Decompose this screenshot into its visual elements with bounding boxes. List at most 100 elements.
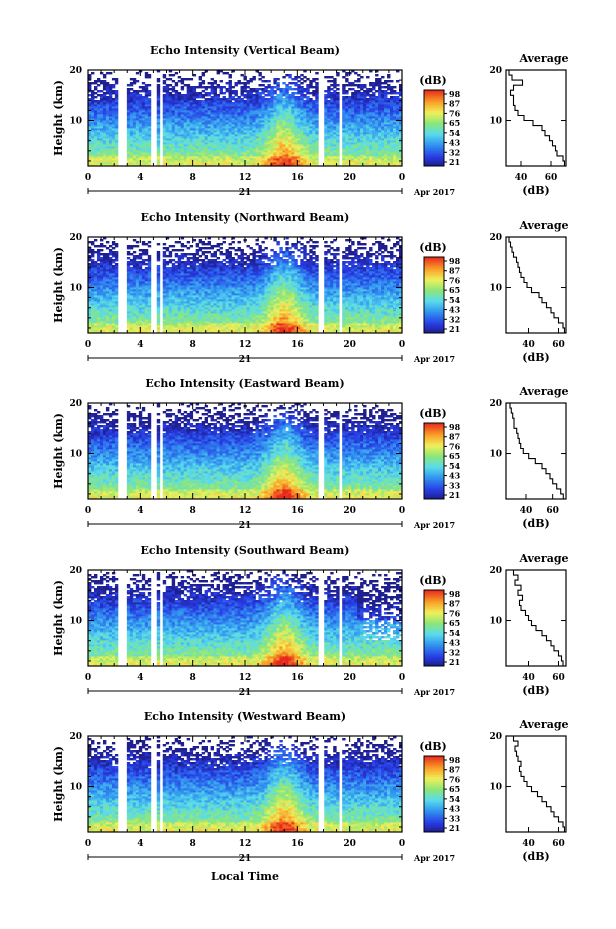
date-day: 21 [239, 188, 252, 198]
heatmap-cell [205, 92, 208, 94]
heatmap-cell [139, 94, 142, 96]
heatmap-cell [252, 88, 255, 90]
heatmap-cell [112, 84, 115, 86]
heatmap-cell [91, 241, 94, 243]
heatmap-cell [139, 90, 142, 92]
heatmap-cell [342, 84, 345, 86]
heatmap-cell [288, 86, 291, 88]
heatmap-cell [187, 84, 190, 86]
heatmap-cell [312, 78, 315, 80]
heatmap-cell [169, 88, 172, 90]
heatmap-cell [148, 90, 151, 92]
heatmap-cell [148, 255, 151, 257]
heatmap-cell [202, 86, 205, 88]
heatmap-cell [390, 80, 393, 82]
heatmap-cell [306, 96, 309, 98]
profile-x-tick-label: 40 [515, 173, 528, 183]
heatmap-cell [267, 98, 270, 100]
heatmap-cell [184, 78, 187, 80]
heatmap-cell [273, 86, 276, 88]
heatmap-cell [390, 86, 393, 88]
x-tick-label: 4 [137, 173, 143, 183]
heatmap-cell [184, 94, 187, 96]
heatmap-cell [202, 72, 205, 74]
heatmap-cell [303, 100, 306, 102]
heatmap-cell [309, 98, 312, 100]
heatmap-cell [333, 90, 336, 92]
heatmap-cell [112, 259, 115, 261]
heatmap-cell [375, 90, 378, 92]
heatmap-cell [381, 90, 384, 92]
heatmap-cell [375, 96, 378, 98]
heatmap-cell [294, 82, 297, 84]
heatmap-cell [238, 96, 241, 98]
heatmap-cell [91, 249, 94, 251]
heatmap-cell [130, 267, 133, 269]
heatmap-cell [106, 82, 109, 84]
heatmap-cell [172, 94, 175, 96]
heatmap-cell [100, 253, 103, 255]
heatmap-cell [282, 88, 285, 90]
heatmap-cell [202, 94, 205, 96]
heatmap-cell [294, 96, 297, 98]
heatmap [88, 70, 402, 166]
heatmap-cell [97, 245, 100, 247]
heatmap-cell [130, 82, 133, 84]
heatmap-cell [100, 80, 103, 82]
heatmap-cell [127, 261, 130, 263]
heatmap-cell [372, 82, 375, 84]
profile-x-label: (dB) [522, 184, 549, 197]
heatmap-cell [169, 74, 172, 76]
heatmap-cell [312, 100, 315, 102]
heatmap-cell [369, 88, 372, 90]
heatmap-cell [393, 96, 396, 98]
heatmap-cell [94, 261, 97, 263]
heatmap-cell [235, 82, 238, 84]
heatmap-cell [106, 253, 109, 255]
heatmap-cell [97, 84, 100, 86]
heatmap-cell [369, 94, 372, 96]
heatmap-cell [145, 72, 148, 74]
heatmap-cell [97, 100, 100, 102]
heatmap-cell [109, 249, 112, 251]
heatmap-cell [163, 247, 166, 249]
heatmap-cell [396, 80, 399, 82]
heatmap-cell [112, 247, 115, 249]
heatmap-cell [142, 259, 145, 261]
heatmap-cell [261, 96, 264, 98]
heatmap-cell [342, 96, 345, 98]
heatmap-cell [166, 247, 169, 249]
heatmap-cell [330, 76, 333, 78]
panel-title: Echo Intensity (Northward Beam) [141, 211, 350, 224]
heatmap-cell [109, 72, 112, 74]
heatmap-cell [175, 90, 178, 92]
heatmap-cell [297, 76, 300, 78]
heatmap-cell [261, 76, 264, 78]
heatmap-cell [381, 82, 384, 84]
heatmap-cell [94, 251, 97, 253]
heatmap-cell [381, 76, 384, 78]
heatmap-cell [354, 90, 357, 92]
heatmap-cell [315, 82, 318, 84]
heatmap-cell [130, 88, 133, 90]
heatmap-cell [291, 78, 294, 80]
heatmap-cell [142, 86, 145, 88]
heatmap-cell [91, 72, 94, 74]
heatmap-cell [97, 78, 100, 80]
heatmap-cell [384, 86, 387, 88]
heatmap-cell [169, 92, 172, 94]
heatmap-cell [348, 96, 351, 98]
heatmap-cell [133, 239, 136, 241]
heatmap-cell [100, 94, 103, 96]
heatmap-cell [163, 80, 166, 82]
heatmap-cell [145, 249, 148, 251]
heatmap-cell [241, 74, 244, 76]
heatmap-cell [100, 72, 103, 74]
heatmap-cell [130, 78, 133, 80]
heatmap-cell [387, 80, 390, 82]
heatmap-cell [157, 251, 160, 253]
heatmap-cell [163, 74, 166, 76]
heatmap-cell [276, 94, 279, 96]
heatmap-cell [220, 86, 223, 88]
heatmap-cell [336, 84, 339, 86]
